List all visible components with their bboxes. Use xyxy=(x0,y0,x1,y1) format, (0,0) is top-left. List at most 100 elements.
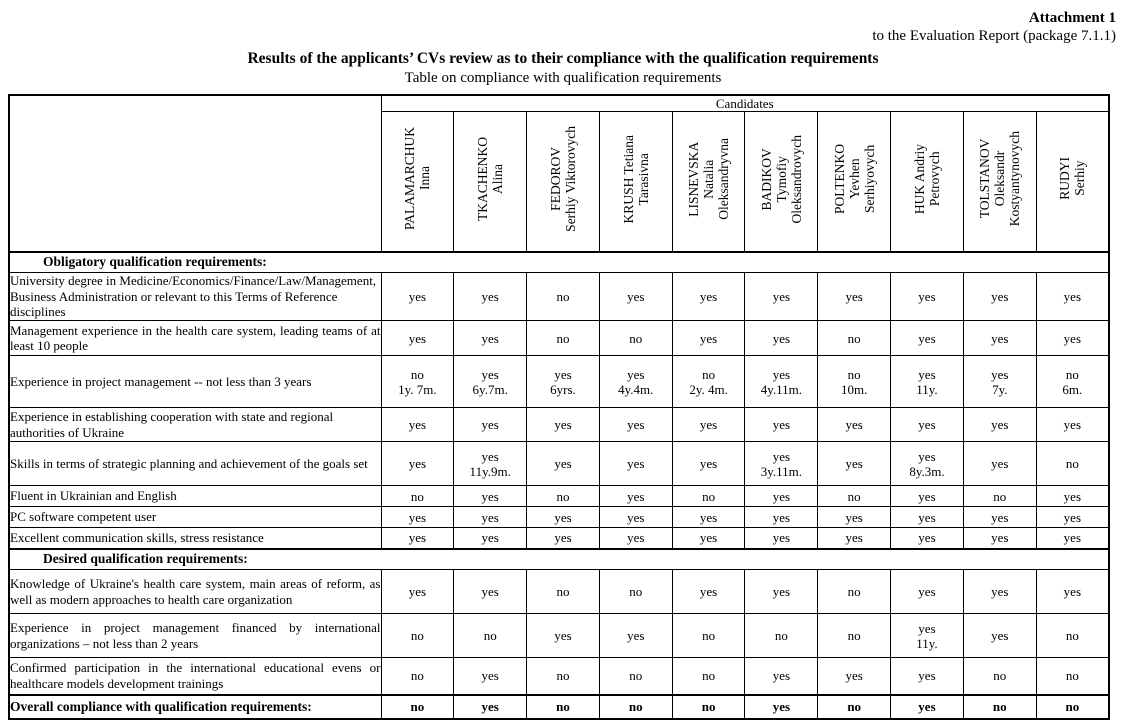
compliance-value: yes xyxy=(817,407,892,442)
compliance-value: yes xyxy=(890,407,964,442)
compliance-value: no 6m. xyxy=(1035,355,1110,408)
compliance-value: yes xyxy=(380,441,455,486)
compliance-value: no xyxy=(671,657,746,695)
compliance-value: no 10m. xyxy=(817,355,892,408)
compliance-value: no xyxy=(817,320,892,356)
compliance-value: yes xyxy=(598,485,673,507)
compliance-value: no xyxy=(817,569,892,614)
compliance-value: yes xyxy=(890,527,964,549)
compliance-value: yes 11y.9m. xyxy=(453,441,528,486)
overall-value: no xyxy=(380,693,455,719)
compliance-value: yes xyxy=(1035,569,1110,614)
corner-cell xyxy=(8,94,382,252)
compliance-value: yes xyxy=(671,527,746,549)
compliance-value: yes xyxy=(380,506,455,528)
candidate-name: TOLSTANOV Oleksandr Kostyantynovych xyxy=(977,131,1023,227)
candidate-name: RUDYI Serhiy xyxy=(1057,157,1088,201)
compliance-value: yes xyxy=(962,441,1037,486)
compliance-value: yes 6y.7m. xyxy=(453,355,528,408)
compliance-value: yes xyxy=(598,407,673,442)
requirement-label: Excellent communication skills, stress r… xyxy=(8,527,382,549)
compliance-value: yes xyxy=(380,527,455,549)
attachment-title: Attachment 1 xyxy=(1028,10,1116,26)
candidate-name: KRUSH Tetiana Tarasivna xyxy=(620,134,651,223)
compliance-value: yes xyxy=(453,657,528,695)
compliance-value: yes xyxy=(380,320,455,356)
compliance-value: yes xyxy=(817,657,892,695)
compliance-value: yes 3y.11m. xyxy=(744,441,819,486)
candidate-name-cell: TOLSTANOV Oleksandr Kostyantynovych xyxy=(962,111,1037,253)
compliance-value: yes xyxy=(380,407,455,442)
compliance-value: no 2y. 4m. xyxy=(671,355,746,408)
overall-value: no xyxy=(526,693,600,719)
candidate-name-cell: POLTENKO Yevhen Serhiyovych xyxy=(817,111,892,253)
section-header: Obligatory qualification requirements: xyxy=(8,250,1110,273)
requirement-label: Experience in project management -- not … xyxy=(8,355,382,408)
requirement-label: PC software competent user xyxy=(8,506,382,528)
compliance-value: yes xyxy=(453,506,528,528)
compliance-value: yes 8y.3m. xyxy=(890,441,964,486)
compliance-value: no xyxy=(962,485,1037,507)
compliance-value: no xyxy=(526,485,600,507)
compliance-value: yes xyxy=(962,506,1037,528)
compliance-value: yes xyxy=(890,272,964,321)
candidates-header: Candidates xyxy=(380,94,1110,112)
section-header: Desired qualification requirements: xyxy=(8,547,1110,570)
compliance-table: Candidates PALAMARCHUK Inna TKACHENKO Alina F… xyxy=(8,94,1111,720)
compliance-value: no xyxy=(526,569,600,614)
compliance-value: yes xyxy=(380,569,455,614)
compliance-value: no xyxy=(671,613,746,658)
overall-value: no xyxy=(598,693,673,719)
page-title: Results of the applicants’ CVs review as… xyxy=(247,50,879,67)
requirement-row: Skills in terms of strategic planning an… xyxy=(8,441,1110,486)
compliance-value: yes 4y.4m. xyxy=(598,355,673,408)
requirement-row: Experience in project management -- not … xyxy=(8,355,1110,408)
compliance-value: yes xyxy=(817,527,892,549)
overall-value: no xyxy=(1035,693,1110,719)
compliance-value: no xyxy=(598,569,673,614)
compliance-value: yes 11y. xyxy=(890,355,964,408)
compliance-value: yes xyxy=(453,569,528,614)
requirement-label: Experience in project management finance… xyxy=(8,613,382,658)
requirement-row: Experience in establishing cooperation w… xyxy=(8,407,1110,442)
requirement-row: Knowledge of Ukraine's health care syste… xyxy=(8,569,1110,614)
compliance-value: no xyxy=(744,613,819,658)
candidate-name: POLTENKO Yevhen Serhiyovych xyxy=(831,143,877,214)
compliance-value: yes xyxy=(526,613,600,658)
compliance-value: yes xyxy=(671,320,746,356)
compliance-value: no xyxy=(817,485,892,507)
compliance-value: yes xyxy=(744,272,819,321)
compliance-value: yes xyxy=(1035,506,1110,528)
compliance-value: yes xyxy=(890,506,964,528)
compliance-value: no xyxy=(817,613,892,658)
compliance-value: yes xyxy=(744,506,819,528)
compliance-value: yes xyxy=(671,272,746,321)
compliance-value: yes xyxy=(453,272,528,321)
compliance-value: no xyxy=(962,657,1037,695)
candidate-name-cell: RUDYI Serhiy xyxy=(1035,111,1110,253)
compliance-value: yes xyxy=(598,441,673,486)
compliance-value: yes xyxy=(744,527,819,549)
compliance-value: no xyxy=(1035,613,1110,658)
compliance-value: yes xyxy=(744,657,819,695)
compliance-value: yes xyxy=(1035,320,1110,356)
compliance-value: no xyxy=(1035,441,1110,486)
requirement-row: Excellent communication skills, stress r… xyxy=(8,527,1110,549)
candidate-name-cell: LISNEVSKA Natalia Oleksandryvna xyxy=(671,111,746,253)
attachment-subtitle: to the Evaluation Report (package 7.1.1) xyxy=(872,28,1116,44)
compliance-value: yes 6yrs. xyxy=(526,355,600,408)
compliance-value: yes xyxy=(890,320,964,356)
candidate-name-cell: BADIKOV Tymofiy Oleksandrovych xyxy=(744,111,819,253)
compliance-value: yes xyxy=(962,272,1037,321)
compliance-value: no xyxy=(380,485,455,507)
candidate-name: BADIKOV Tymofiy Oleksandrovych xyxy=(758,134,804,223)
compliance-value: yes xyxy=(817,272,892,321)
compliance-value: yes xyxy=(890,657,964,695)
compliance-value: no xyxy=(526,272,600,321)
compliance-value: yes xyxy=(1035,407,1110,442)
requirement-row: PC software competent user yes yes yes yes ye… xyxy=(8,506,1110,528)
requirement-row: Management experience in the health care… xyxy=(8,320,1110,356)
compliance-value: yes xyxy=(453,407,528,442)
overall-value: no xyxy=(817,693,892,719)
requirement-label: Confirmed participation in the internati… xyxy=(8,657,382,695)
